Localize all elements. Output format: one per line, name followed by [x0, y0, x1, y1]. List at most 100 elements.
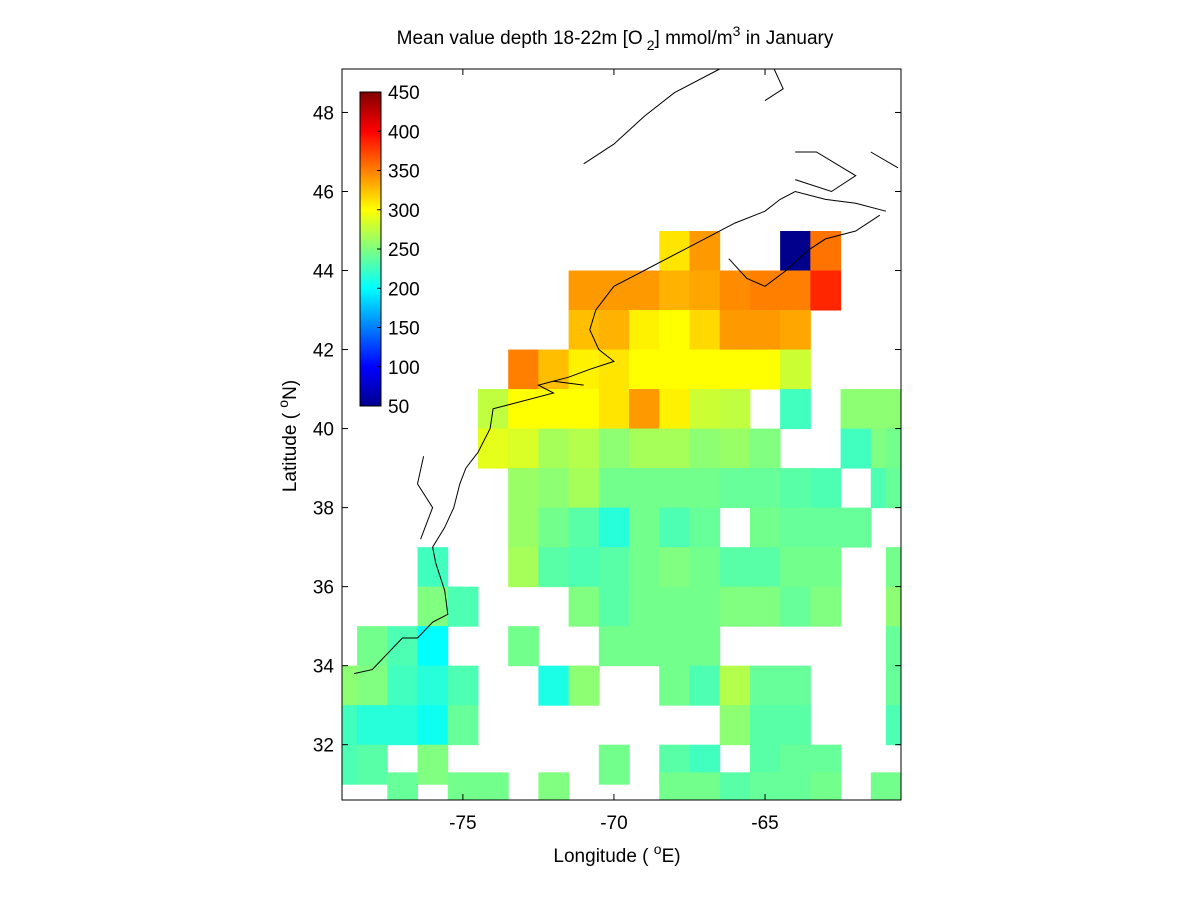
y-tick-label: 36 [313, 578, 334, 599]
data-cell [780, 468, 811, 509]
coastline-segment [553, 380, 584, 386]
x-axis-label: Longitude ( oE) [553, 841, 680, 867]
data-cell [659, 547, 690, 588]
data-cell [719, 310, 751, 351]
data-cell [538, 507, 570, 548]
data-cell [719, 349, 751, 390]
data-cell [719, 468, 751, 509]
data-cell [719, 705, 751, 746]
data-cell [387, 705, 419, 746]
data-cell [357, 705, 388, 746]
data-cell [629, 310, 660, 351]
data-cell [417, 744, 449, 785]
data-cell [659, 468, 690, 509]
data-cell [508, 389, 539, 430]
data-cell [538, 428, 570, 469]
coastline-segment [416, 456, 434, 540]
coastline-segment [870, 151, 899, 169]
colorbar-tick-label: 400 [388, 122, 420, 143]
data-cell [885, 626, 902, 667]
coastline-segment [583, 68, 720, 165]
data-cell [659, 586, 690, 627]
y-tick-label: 40 [313, 420, 334, 441]
data-cell [689, 665, 721, 706]
data-cell [538, 468, 570, 509]
x-tick-label: -65 [751, 813, 778, 834]
data-cell [598, 349, 630, 390]
data-cell [810, 231, 842, 272]
map-plot-area: -75 -70 -65 32 34 36 38 40 42 44 46 48 [313, 68, 902, 834]
data-cell [780, 231, 811, 272]
data-cell [749, 468, 781, 509]
data-cell [629, 428, 660, 469]
data-cell [598, 507, 630, 548]
data-cell [598, 428, 630, 469]
colorbar-tick-label: 300 [388, 201, 420, 222]
data-cell [568, 507, 600, 548]
data-cell [689, 507, 721, 548]
data-cell [659, 349, 690, 390]
data-cell [342, 665, 358, 706]
data-cell [568, 665, 600, 706]
data-cell [447, 705, 479, 746]
data-cell [659, 231, 690, 272]
data-cell [477, 428, 509, 469]
colorbar-ticks: 450 400 350 300 250 200 150 100 50 [377, 83, 420, 418]
data-cell [885, 468, 902, 509]
data-cell [719, 772, 751, 801]
data-cell [568, 349, 600, 390]
data-cell [659, 772, 690, 801]
data-cell [629, 389, 660, 430]
data-cell [749, 586, 781, 627]
data-cell [477, 772, 509, 801]
data-cell [568, 310, 600, 351]
colorbar-tick-label: 250 [388, 240, 420, 261]
data-cell [719, 547, 751, 588]
data-cell [629, 507, 660, 548]
data-cell [387, 665, 419, 706]
data-cell [357, 665, 388, 706]
data-cell [689, 586, 721, 627]
y-tick-label: 46 [313, 182, 334, 203]
data-cell [508, 428, 539, 469]
data-cell [659, 310, 690, 351]
coastline-segment [353, 190, 887, 675]
data-cell [780, 270, 811, 311]
data-cell [749, 547, 781, 588]
x-axis-ticks: -75 -70 -65 [449, 69, 779, 834]
data-cell [840, 428, 872, 469]
data-cell [417, 586, 449, 627]
data-cell [749, 705, 781, 746]
data-cell [629, 586, 660, 627]
x-tick-label: -70 [600, 813, 627, 834]
data-cell [749, 310, 781, 351]
data-cell [689, 772, 721, 801]
y-tick-label: 44 [313, 262, 335, 283]
data-cell [810, 468, 842, 509]
data-cell [719, 586, 751, 627]
data-cell [508, 349, 539, 390]
coastline-segment [795, 151, 857, 193]
data-cell [749, 349, 781, 390]
data-cell [629, 547, 660, 588]
data-cell [780, 586, 811, 627]
y-tick-label: 48 [313, 103, 334, 124]
colorbar-tick-label: 350 [388, 162, 420, 183]
coastline-segment [764, 68, 784, 102]
data-cell [568, 468, 600, 509]
data-cell [780, 349, 811, 390]
data-cell [342, 705, 358, 746]
data-cell [538, 389, 570, 430]
data-cell [447, 586, 479, 627]
data-cell [719, 428, 751, 469]
data-cell [840, 389, 872, 430]
data-cell [598, 310, 630, 351]
data-cell [885, 705, 902, 746]
data-cell [629, 270, 660, 311]
data-cell [689, 428, 721, 469]
colorbar-tick-label: 50 [388, 397, 409, 418]
data-cell [719, 389, 751, 430]
colorbar: 450 400 350 300 250 200 150 100 50 [359, 83, 420, 418]
data-cell [598, 468, 630, 509]
